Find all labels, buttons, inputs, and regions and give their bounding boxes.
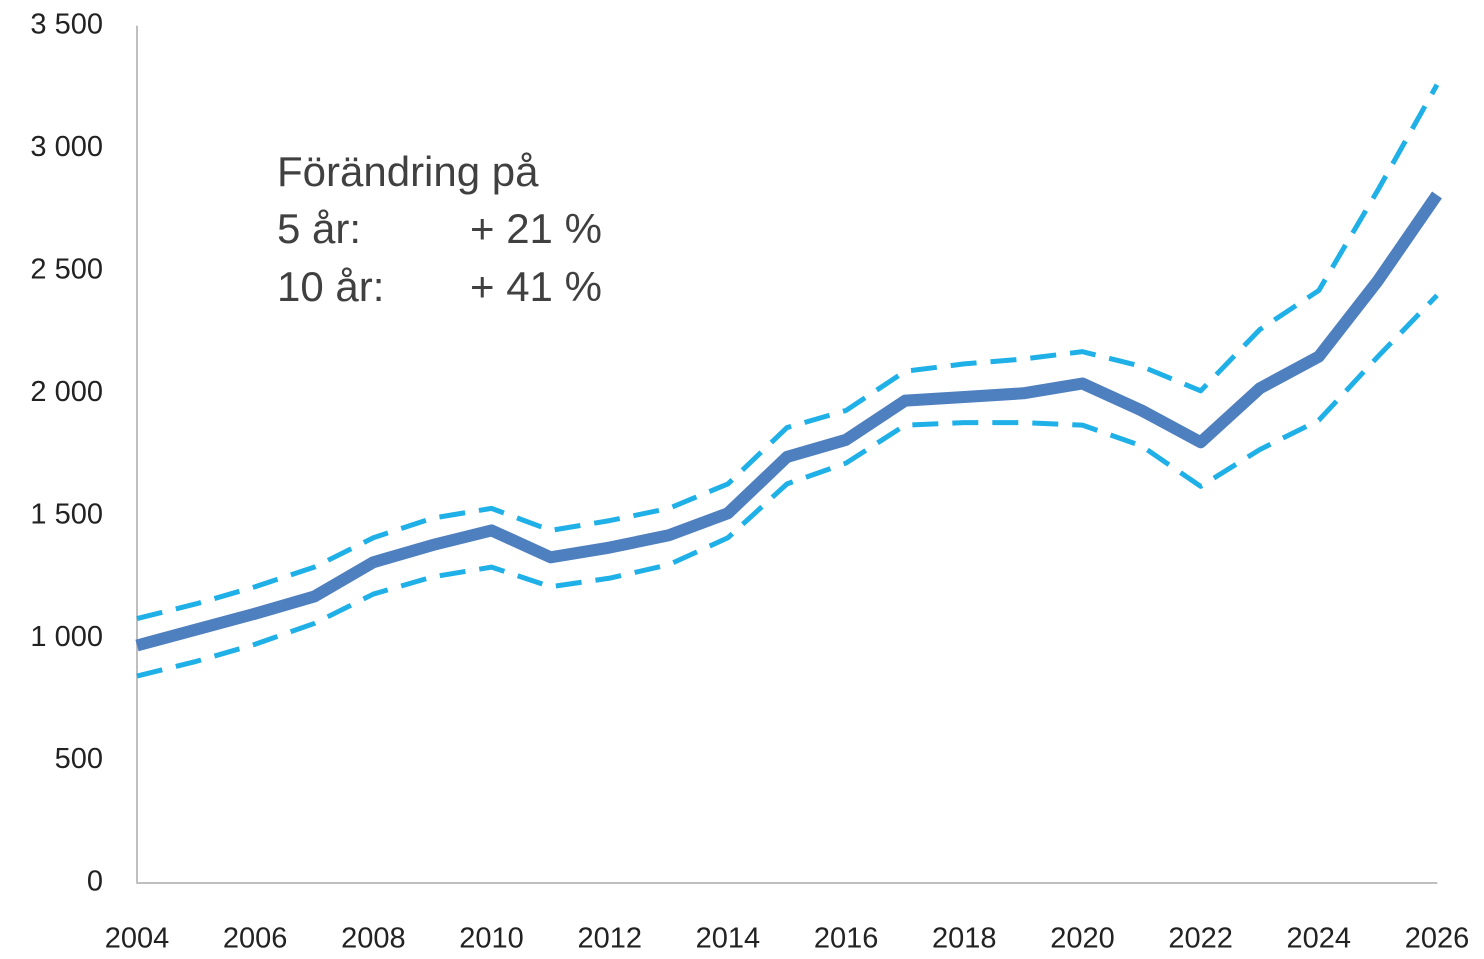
annotation: + 21 % <box>470 205 602 252</box>
dashed-line <box>136 83 1440 621</box>
x-tick-label: 2010 <box>459 923 524 955</box>
x-tick-label: 2006 <box>223 923 288 955</box>
y-tick-label: 2 500 <box>30 254 103 286</box>
x-tick-label: 2024 <box>1287 923 1352 955</box>
y-tick-label: 500 <box>55 743 103 775</box>
y-tick-label: 3 000 <box>30 131 103 163</box>
x-tick-label: 2016 <box>814 923 879 955</box>
y-tick-label: 1 000 <box>30 621 103 653</box>
annotation: 10 år: <box>277 263 384 310</box>
y-tick-label: 2 000 <box>30 376 103 408</box>
annotation: 5 år: <box>277 205 361 252</box>
x-tick-label: 2012 <box>577 923 642 955</box>
annotation: Förändring på <box>277 148 539 195</box>
x-tick-label: 2008 <box>341 923 406 955</box>
x-tick-label: 2020 <box>1050 923 1115 955</box>
x-tick-label: 2004 <box>105 923 170 955</box>
x-tick-label: 2018 <box>932 923 997 955</box>
x-tick-label: 2026 <box>1405 923 1470 955</box>
line <box>135 191 1442 652</box>
y-tick-label: 1 500 <box>30 498 103 530</box>
x-tick-label: 2022 <box>1168 923 1233 955</box>
x-tick-label: 2014 <box>696 923 761 955</box>
y-tick-label: 0 <box>87 866 103 898</box>
y-tick-label: 3 500 <box>30 9 103 41</box>
dashed-line <box>136 293 1439 679</box>
annotation: + 41 % <box>470 263 602 310</box>
